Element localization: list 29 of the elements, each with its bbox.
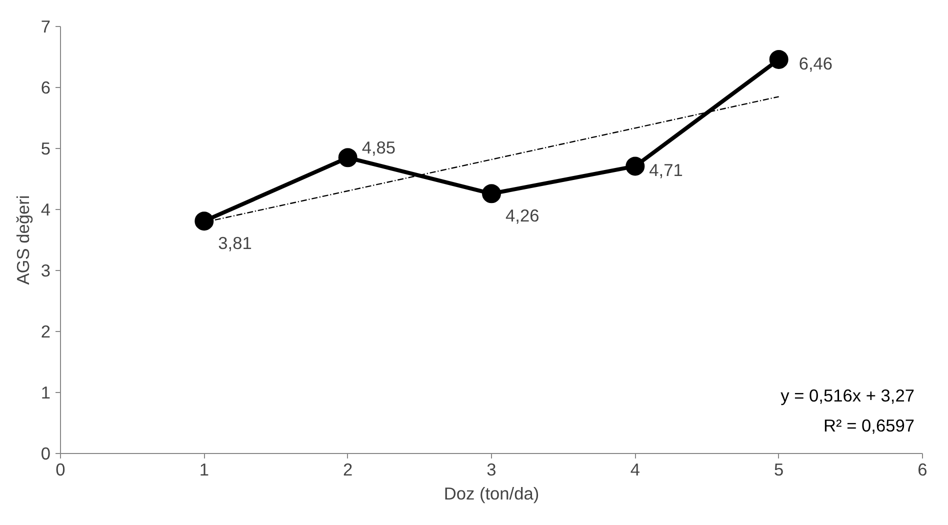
x-axis-title: Doz (ton/da) bbox=[444, 484, 540, 504]
data-label: 3,81 bbox=[218, 233, 252, 254]
data-label: 4,71 bbox=[649, 160, 683, 180]
y-tick-label: 4 bbox=[40, 200, 51, 220]
point bbox=[769, 50, 788, 69]
x-tick-label: 5 bbox=[774, 460, 784, 480]
x-tick-label: 0 bbox=[56, 460, 66, 480]
data-label: 4,26 bbox=[506, 206, 540, 226]
annotation: R² = 0,6597 bbox=[823, 416, 915, 436]
y-tick-label: 5 bbox=[40, 138, 51, 158]
annotation: y = 0,516x + 3,27 bbox=[780, 386, 915, 406]
point bbox=[338, 148, 358, 168]
point bbox=[482, 184, 501, 204]
x-tick-label: 1 bbox=[199, 460, 209, 480]
y-tick-label: 3 bbox=[40, 260, 51, 280]
y-axis-title: AGS değeri bbox=[12, 195, 33, 285]
x-tick-label: 4 bbox=[630, 460, 640, 480]
y-tick-label: 7 bbox=[40, 16, 51, 36]
point bbox=[626, 156, 645, 176]
x-tick-label: 3 bbox=[486, 460, 496, 480]
point bbox=[194, 212, 214, 231]
y-tick-label: 2 bbox=[40, 322, 51, 342]
y-tick-label: 0 bbox=[40, 444, 51, 464]
data-label: 4,85 bbox=[362, 138, 396, 158]
data-label: 6,46 bbox=[798, 53, 833, 74]
y-tick-label: 1 bbox=[40, 382, 51, 402]
x-tick-label: 2 bbox=[343, 460, 353, 480]
x-tick-label: 6 bbox=[918, 460, 928, 480]
y-tick-label: 6 bbox=[40, 78, 51, 98]
